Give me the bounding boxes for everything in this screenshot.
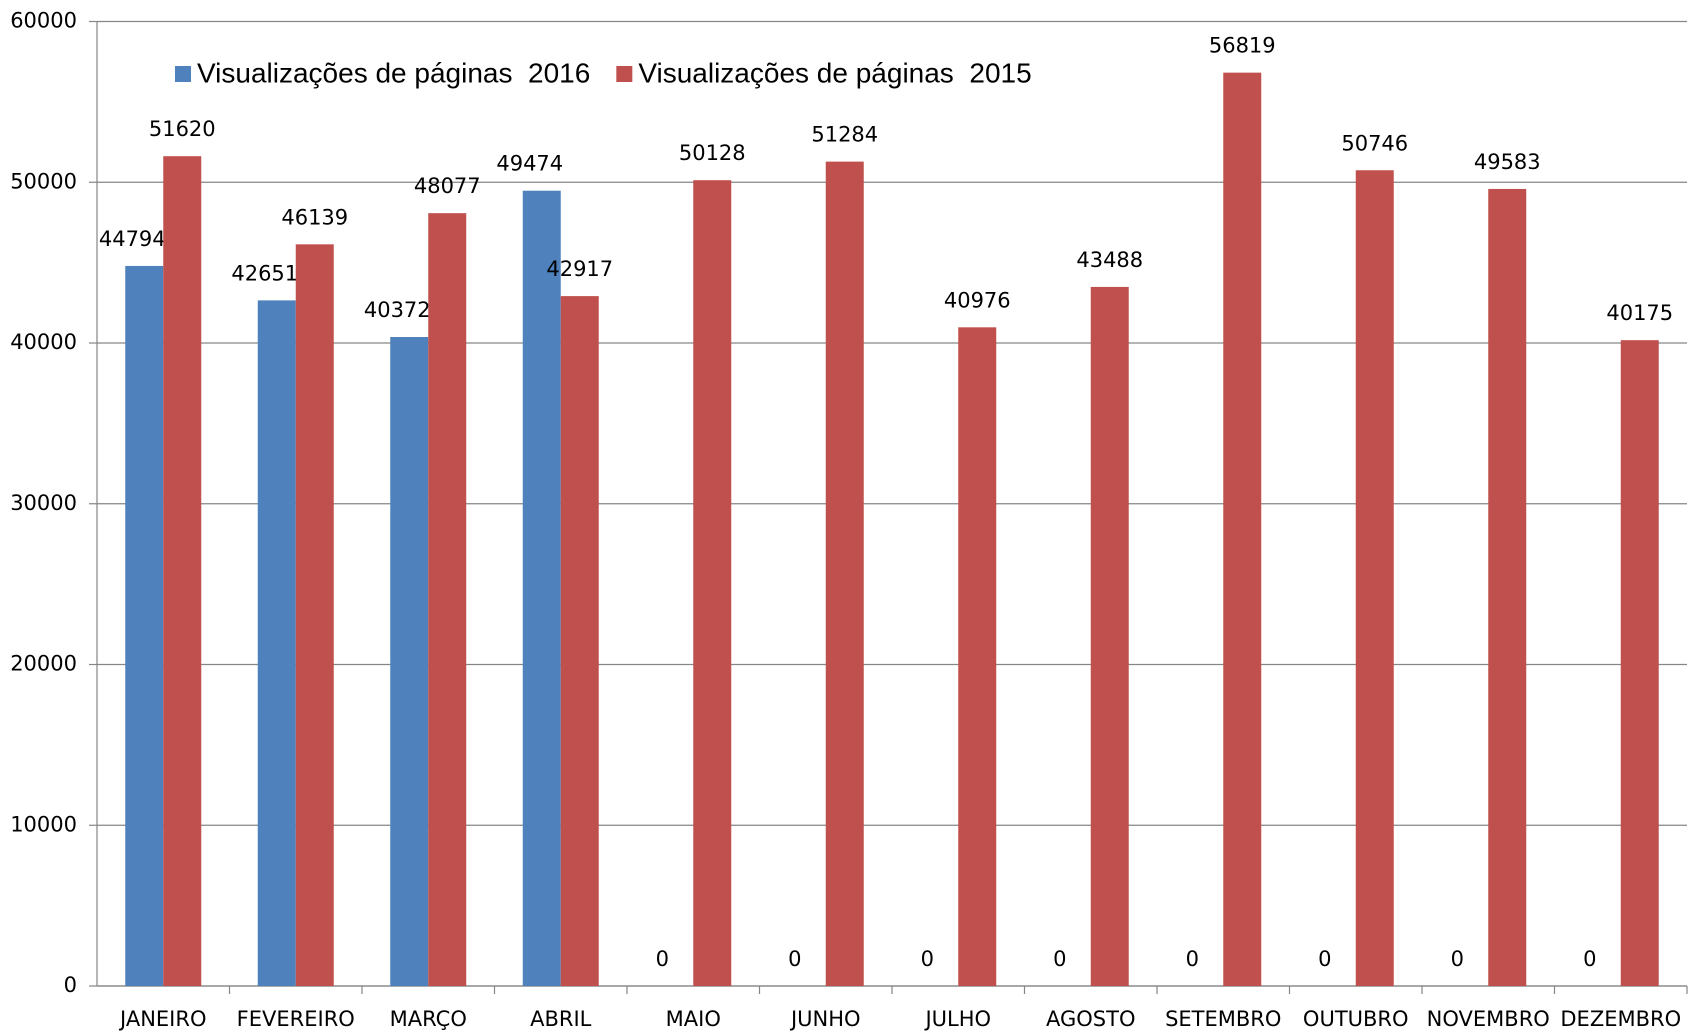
data-label: 0 bbox=[921, 947, 934, 971]
bar bbox=[163, 156, 202, 986]
bar bbox=[560, 296, 599, 986]
x-tick-label: JANEIRO bbox=[118, 1007, 206, 1031]
bar bbox=[295, 244, 334, 987]
bar bbox=[1620, 340, 1659, 986]
legend-label: Visualizações de páginas 2016 bbox=[197, 57, 590, 88]
data-label: 40175 bbox=[1606, 301, 1673, 325]
data-label: 46139 bbox=[281, 205, 348, 229]
data-label: 0 bbox=[1451, 947, 1464, 971]
data-label: 48077 bbox=[414, 174, 481, 198]
data-label: 0 bbox=[788, 947, 801, 971]
bar bbox=[958, 327, 997, 986]
data-label: 0 bbox=[1186, 947, 1199, 971]
data-label: 51284 bbox=[811, 123, 878, 147]
x-tick-label: OUTUBRO bbox=[1303, 1007, 1409, 1031]
bar bbox=[1223, 72, 1262, 986]
data-label: 42917 bbox=[546, 257, 613, 281]
legend-swatch bbox=[175, 66, 191, 82]
data-label: 40976 bbox=[944, 288, 1011, 312]
bar bbox=[1090, 286, 1129, 986]
x-tick-label: DEZEMBRO bbox=[1560, 1007, 1681, 1031]
bar bbox=[390, 337, 429, 986]
data-label: 43488 bbox=[1076, 248, 1143, 272]
y-tick-label: 10000 bbox=[10, 812, 77, 836]
bar bbox=[1355, 170, 1394, 986]
bar bbox=[125, 265, 164, 986]
bar bbox=[825, 161, 864, 987]
data-label: 49583 bbox=[1474, 150, 1541, 174]
data-label: 50128 bbox=[679, 141, 746, 165]
y-tick-label: 30000 bbox=[10, 491, 77, 515]
bar bbox=[522, 190, 561, 986]
legend-swatch bbox=[616, 66, 633, 82]
y-tick-label: 0 bbox=[64, 973, 77, 997]
legend-label: Visualizações de páginas 2015 bbox=[638, 57, 1031, 88]
bar bbox=[257, 300, 296, 987]
x-tick-label: SETEMBRO bbox=[1165, 1007, 1281, 1031]
x-tick-label: FEVEREIRO bbox=[237, 1007, 355, 1031]
bar bbox=[693, 180, 732, 987]
x-tick-label: NOVEMBRO bbox=[1427, 1007, 1550, 1031]
x-tick-label: JUNHO bbox=[789, 1007, 861, 1031]
data-label: 40372 bbox=[364, 298, 431, 322]
x-tick-label: MAIO bbox=[666, 1007, 721, 1031]
x-tick-label: MARÇO bbox=[390, 1007, 467, 1031]
data-label: 0 bbox=[1583, 947, 1596, 971]
data-label: 56819 bbox=[1209, 34, 1276, 58]
x-tick-label: JULHO bbox=[923, 1007, 991, 1031]
x-tick-label: AGOSTO bbox=[1046, 1007, 1136, 1031]
data-label: 50746 bbox=[1341, 131, 1408, 155]
data-label: 42651 bbox=[231, 261, 298, 285]
bar bbox=[1488, 188, 1527, 987]
data-label: 49474 bbox=[496, 152, 563, 176]
y-tick-label: 50000 bbox=[10, 169, 77, 193]
y-tick-label: 40000 bbox=[10, 330, 77, 354]
y-tick-label: 60000 bbox=[10, 9, 77, 33]
data-label: 0 bbox=[1053, 947, 1066, 971]
data-label: 44794 bbox=[99, 227, 166, 251]
data-label: 0 bbox=[1318, 947, 1331, 971]
data-label: 51620 bbox=[149, 117, 216, 141]
y-tick-label: 20000 bbox=[10, 652, 77, 676]
x-tick-label: ABRIL bbox=[530, 1007, 592, 1031]
data-label: 0 bbox=[656, 947, 669, 971]
bar bbox=[428, 213, 467, 986]
